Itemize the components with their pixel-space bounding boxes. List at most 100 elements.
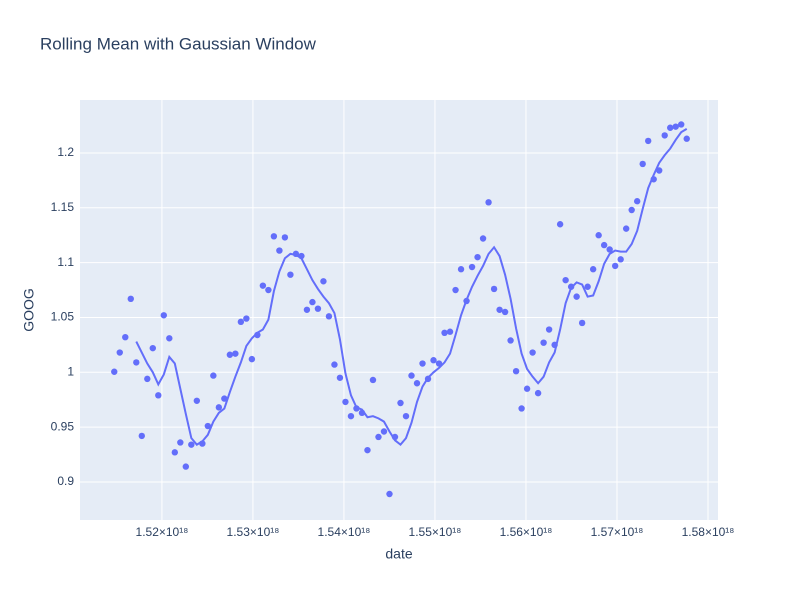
data-point: [111, 368, 118, 375]
data-point: [303, 306, 311, 313]
data-point: [160, 312, 168, 319]
data-point: [419, 360, 426, 367]
data-point: [182, 463, 190, 470]
rolling-mean-line: [135, 127, 688, 447]
data-point: [221, 395, 228, 402]
data-point: [512, 367, 520, 375]
data-point: [600, 241, 608, 249]
data-point: [430, 357, 437, 364]
data-point: [226, 351, 234, 358]
data-point: [656, 167, 663, 174]
data-point: [485, 199, 492, 206]
data-point: [210, 372, 217, 379]
data-point: [397, 399, 404, 407]
data-point: [155, 392, 162, 399]
data-point: [127, 295, 134, 303]
data-point: [479, 235, 487, 242]
x-tick-label: 1.56×10¹⁸: [500, 525, 553, 539]
data-point: [270, 233, 278, 240]
data-point: [518, 405, 525, 412]
data-point: [457, 266, 465, 273]
data-point: [331, 361, 338, 368]
data-point: [133, 359, 140, 366]
data-point: [122, 333, 129, 341]
x-tick-label: 1.54×10¹⁸: [318, 525, 371, 539]
data-point: [534, 389, 542, 397]
data-point: [116, 349, 123, 356]
data-point: [446, 328, 454, 335]
data-point: [507, 337, 514, 344]
y-tick-label: 1.1: [57, 255, 74, 269]
data-point: [540, 339, 547, 346]
data-point: [573, 293, 580, 300]
data-point: [193, 397, 201, 404]
y-tick-label: 1: [67, 364, 74, 378]
data-point: [584, 283, 591, 290]
data-point: [248, 355, 256, 363]
data-point: [281, 234, 289, 241]
data-point: [215, 404, 223, 411]
data-point: [529, 349, 536, 356]
data-point: [622, 225, 630, 232]
data-point: [342, 398, 349, 406]
data-point: [237, 318, 245, 326]
y-tick-label: 1.2: [57, 145, 74, 159]
data-point: [265, 286, 272, 294]
x-tick-label: 1.55×10¹⁸: [409, 525, 462, 539]
data-point: [562, 276, 569, 284]
data-point: [144, 375, 151, 383]
chart-title: Rolling Mean with Gaussian Window: [40, 34, 317, 53]
data-point: [166, 335, 173, 342]
marks: [111, 121, 690, 498]
data-point: [474, 253, 481, 261]
data-point: [386, 490, 393, 498]
data-point: [413, 380, 421, 387]
data-point: [314, 305, 322, 312]
x-tick-label: 1.58×10¹⁸: [682, 525, 735, 539]
data-point: [369, 376, 377, 384]
y-tick-label: 1.15: [51, 200, 75, 214]
data-point: [611, 262, 619, 270]
data-point: [149, 344, 156, 352]
y-tick-label: 0.9: [57, 474, 74, 488]
data-point: [501, 308, 509, 316]
data-point: [325, 313, 333, 320]
data-point: [644, 137, 652, 145]
data-point: [171, 449, 179, 456]
data-point: [452, 286, 459, 294]
plot-area: [80, 100, 718, 520]
data-point: [678, 121, 685, 128]
x-tick-label: 1.57×10¹⁸: [591, 525, 644, 539]
data-point: [204, 422, 212, 430]
data-point: [589, 266, 597, 273]
data-point: [523, 385, 531, 392]
data-point: [336, 374, 344, 381]
data-point: [661, 132, 668, 139]
data-point: [672, 123, 679, 130]
data-point: [380, 428, 388, 435]
data-point: [320, 278, 327, 285]
data-point: [243, 315, 250, 322]
data-point: [177, 439, 184, 446]
data-point: [628, 206, 635, 214]
data-point: [490, 285, 498, 293]
data-point: [276, 247, 283, 254]
data-point: [617, 256, 624, 263]
data-point: [287, 271, 294, 278]
data-point: [232, 350, 239, 357]
data-point: [606, 246, 613, 253]
data-point: [595, 232, 602, 239]
data-point: [667, 124, 674, 131]
grid: [80, 100, 718, 520]
data-point: [375, 433, 382, 441]
data-point: [408, 372, 415, 379]
data-point: [633, 198, 641, 205]
x-axis-title: date: [385, 546, 412, 562]
data-point: [138, 432, 145, 440]
data-point: [683, 135, 690, 142]
data-point: [556, 221, 564, 228]
data-point: [347, 412, 355, 420]
data-point: [259, 282, 267, 289]
data-point: [578, 319, 586, 327]
